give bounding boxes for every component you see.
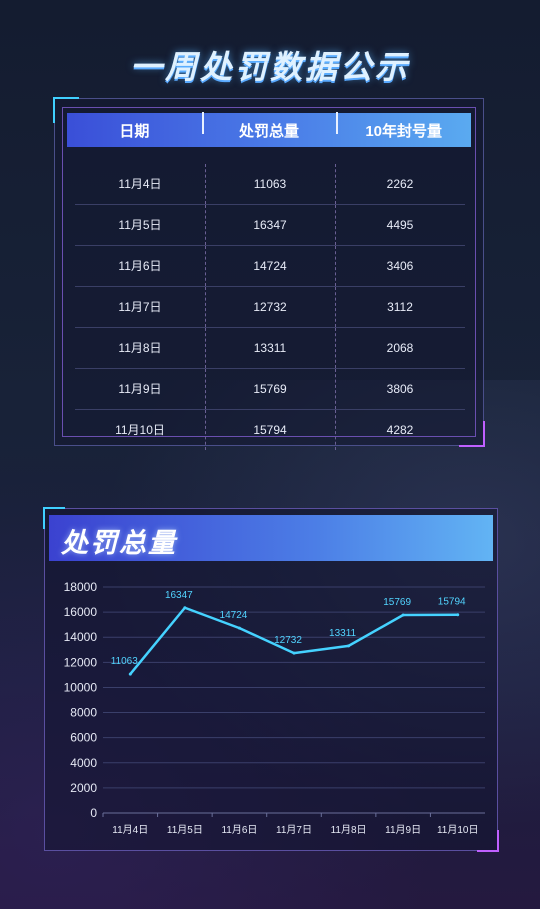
y-tick-label: 14000 <box>64 630 98 644</box>
data-table-panel: 日期 处罚总量 10年封号量 11月4日 11063 2262 11月5日 16… <box>53 97 485 450</box>
data-label: 13311 <box>329 628 357 639</box>
data-label: 16347 <box>165 590 193 601</box>
table-row: 11月8日 13311 2068 <box>75 328 465 369</box>
cell-ban: 3112 <box>335 287 465 327</box>
cell-total: 14724 <box>205 246 335 286</box>
table-row: 11月10日 15794 4282 <box>75 410 465 450</box>
panel-corner-accent <box>43 507 65 529</box>
x-tick-label: 11月6日 <box>221 824 257 836</box>
y-tick-label: 4000 <box>70 756 97 770</box>
cell-total: 16347 <box>205 205 335 245</box>
data-label: 15794 <box>438 597 466 608</box>
table-header-row: 日期 处罚总量 10年封号量 <box>67 111 471 147</box>
table-row: 11月6日 14724 3406 <box>75 246 465 287</box>
cell-ban: 4495 <box>335 205 465 245</box>
data-label: 12732 <box>274 635 302 646</box>
y-tick-label: 2000 <box>70 781 97 795</box>
cell-ban: 3806 <box>335 369 465 409</box>
chart-header-bar: 处罚总量 <box>49 515 493 561</box>
cell-total: 12732 <box>205 287 335 327</box>
data-point <box>456 613 460 617</box>
table-row: 11月7日 12732 3112 <box>75 287 465 328</box>
cell-date: 11月8日 <box>118 341 162 355</box>
y-tick-label: 10000 <box>64 680 98 694</box>
y-tick-label: 0 <box>90 806 97 820</box>
data-point <box>401 613 405 617</box>
table-row: 11月4日 11063 2262 <box>75 164 465 205</box>
column-header-total: 处罚总量 <box>201 111 337 141</box>
x-tick-label: 11月10日 <box>437 824 479 836</box>
data-point <box>292 651 296 655</box>
page-title: 一周处罚数据公示 <box>129 49 410 85</box>
data-point <box>347 644 351 648</box>
cell-ban: 2068 <box>335 328 465 368</box>
data-point <box>183 606 187 610</box>
cell-date: 11月6日 <box>118 259 162 273</box>
data-label: 15769 <box>383 597 411 608</box>
panel-corner-accent <box>477 830 499 852</box>
table-row: 11月5日 16347 4495 <box>75 205 465 246</box>
data-label: 14724 <box>220 610 248 621</box>
x-tick-label: 11月9日 <box>385 824 421 836</box>
cell-ban: 3406 <box>335 246 465 286</box>
data-label: 11063 <box>111 656 139 667</box>
data-point <box>237 626 241 630</box>
cell-total: 15769 <box>205 369 335 409</box>
x-tick-label: 11月7日 <box>276 824 312 836</box>
cell-total: 13311 <box>205 328 335 368</box>
y-tick-label: 18000 <box>64 580 98 594</box>
cell-date: 11月9日 <box>118 382 162 396</box>
line-chart: 0 2000 4000 6000 8000 10000 12000 14000 16000 180… <box>64 580 485 836</box>
cell-date: 11月7日 <box>118 300 162 314</box>
y-tick-label: 16000 <box>64 605 98 619</box>
cell-total: 11063 <box>205 164 335 204</box>
data-table-frame: 日期 处罚总量 10年封号量 11月4日 11063 2262 11月5日 16… <box>62 107 476 450</box>
y-tick-label: 6000 <box>70 731 97 745</box>
column-header-date: 日期 <box>119 122 150 140</box>
chart-title: 处罚总量 <box>61 528 177 558</box>
cell-total: 15794 <box>205 410 335 450</box>
cell-date: 11月10日 <box>115 423 165 437</box>
cell-ban: 4282 <box>335 410 465 450</box>
cell-ban: 2262 <box>335 164 465 204</box>
x-tick-label: 11月4日 <box>112 824 148 836</box>
x-tick-label: 11月5日 <box>167 824 203 836</box>
column-header-ban: 10年封号量 <box>336 111 471 141</box>
chart-panel: 处罚总量 0 2000 4000 6000 8000 10000 12000 14000 160… <box>43 507 499 852</box>
table-body: 11月4日 11063 2262 11月5日 16347 4495 11月6日 … <box>75 164 465 450</box>
data-point <box>128 672 132 676</box>
x-tick-label: 11月8日 <box>331 824 367 836</box>
y-tick-label: 12000 <box>64 655 98 669</box>
cell-date: 11月5日 <box>118 218 162 232</box>
cell-date: 11月4日 <box>118 177 162 191</box>
y-tick-label: 8000 <box>70 706 97 720</box>
table-row: 11月9日 15769 3806 <box>75 369 465 410</box>
